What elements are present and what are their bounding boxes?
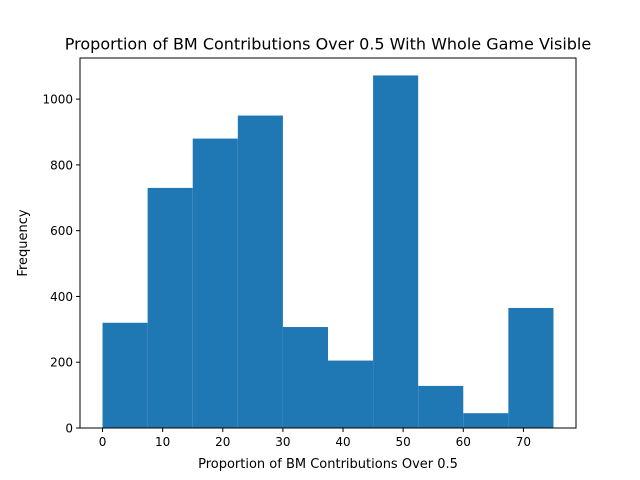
chart-title: Proportion of BM Contributions Over 0.5 … — [65, 35, 591, 54]
x-tick-label: 40 — [335, 435, 350, 449]
y-axis-label: Frequency — [16, 209, 31, 276]
histogram-bar — [237, 115, 283, 429]
histogram-bar — [508, 307, 554, 428]
histogram-bar — [282, 327, 328, 428]
x-tick-label: 50 — [396, 435, 411, 449]
histogram-bar — [192, 138, 238, 429]
histogram-bar — [418, 385, 464, 428]
x-tick-label: 70 — [516, 435, 531, 449]
histogram-bar — [373, 75, 419, 428]
y-axis-ticks: 0 200 400 600 800 1000 — [42, 93, 80, 436]
histogram-bar — [463, 413, 509, 428]
histogram-bar — [102, 322, 148, 428]
y-tick-label: 1000 — [42, 93, 73, 107]
y-tick-label: 600 — [50, 224, 73, 238]
x-tick-label: 60 — [456, 435, 471, 449]
x-axis-ticks: 0 10 20 30 40 50 60 70 — [99, 428, 531, 449]
y-tick-label: 400 — [50, 290, 73, 304]
histogram-bar — [147, 187, 193, 428]
x-tick-label: 10 — [155, 435, 170, 449]
x-tick-label: 30 — [275, 435, 290, 449]
x-axis-label: Proportion of BM Contributions Over 0.5 — [198, 457, 458, 472]
y-tick-label: 800 — [50, 158, 73, 172]
axes-frame — [79, 57, 577, 429]
y-tick-label: 200 — [50, 356, 73, 370]
y-tick-label: 0 — [65, 422, 73, 436]
histogram-bars — [102, 75, 554, 429]
histogram-bar — [328, 360, 374, 428]
x-tick-label: 0 — [99, 435, 107, 449]
x-tick-label: 20 — [215, 435, 230, 449]
